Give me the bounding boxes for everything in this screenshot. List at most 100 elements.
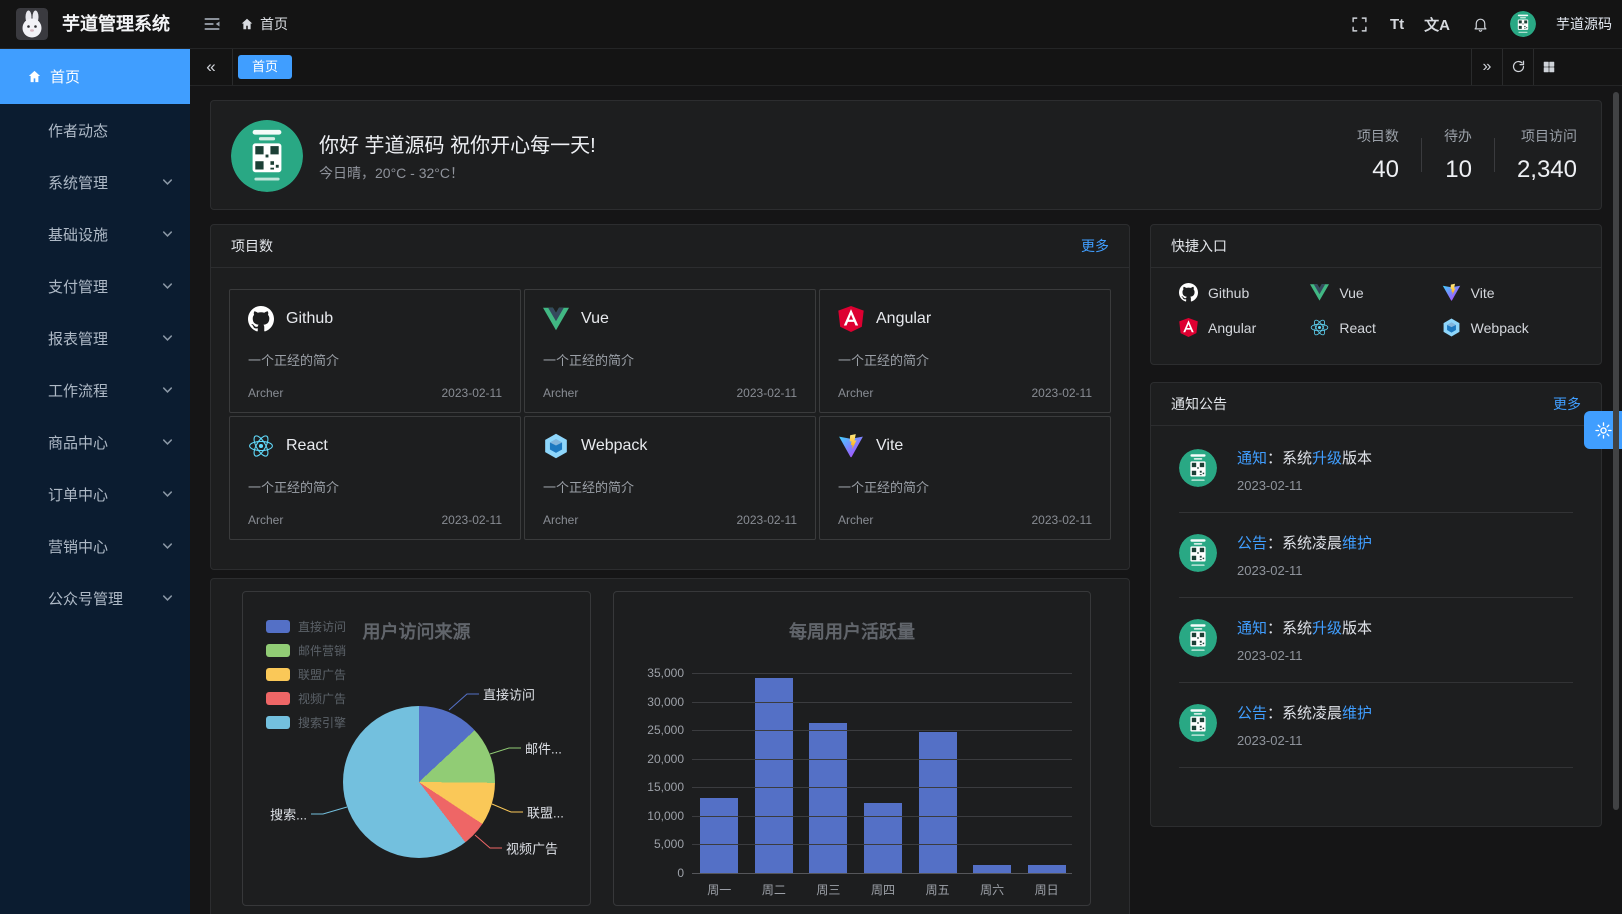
legend-item[interactable]: 联盟广告 bbox=[266, 662, 346, 686]
tabs-scroll-left-button[interactable]: « bbox=[190, 48, 233, 85]
project-tile-head: React bbox=[248, 433, 502, 459]
project-tile-Vite[interactable]: Vite 一个正经的简介 Archer 2023-02-11 bbox=[819, 416, 1111, 540]
stat-label: 待办 bbox=[1443, 128, 1472, 144]
bar[interactable] bbox=[700, 797, 739, 873]
sidebar-item-首页[interactable]: 首页 bbox=[0, 48, 190, 104]
shortcut-Webpack[interactable]: Webpack bbox=[1442, 318, 1573, 337]
project-tile-Webpack[interactable]: Webpack 一个正经的简介 Archer 2023-02-11 bbox=[524, 416, 816, 540]
bar[interactable] bbox=[754, 677, 793, 873]
stat-label: 项目访问 bbox=[1521, 128, 1577, 144]
gridline bbox=[692, 787, 1072, 789]
font-size-icon[interactable]: Tt bbox=[1389, 15, 1405, 33]
project-author: Archer bbox=[543, 386, 579, 400]
weather-text: 今日晴，20°C - 32°C！ bbox=[319, 165, 465, 181]
breadcrumb[interactable]: 首页 bbox=[240, 0, 288, 48]
shortcut-Github[interactable]: Github bbox=[1179, 283, 1310, 302]
pie-chart[interactable] bbox=[343, 706, 495, 858]
notice-title-segment: 维护 bbox=[1342, 535, 1373, 552]
notices-more-link[interactable]: 更多 bbox=[1553, 396, 1581, 412]
react-icon bbox=[1310, 318, 1329, 337]
shortcut-Angular[interactable]: Angular bbox=[1179, 318, 1310, 337]
legend-swatch bbox=[266, 619, 290, 633]
gridline bbox=[692, 701, 1072, 703]
project-tile-Github[interactable]: Github 一个正经的简介 Archer 2023-02-11 bbox=[229, 289, 521, 413]
pie-chart-title: 用户访问来源 bbox=[362, 622, 471, 642]
sidebar-item-营销中心[interactable]: 营销中心 bbox=[0, 520, 190, 572]
sidebar-item-作者动态[interactable]: 作者动态 bbox=[0, 104, 190, 156]
y-axis-tick: 15,000 bbox=[647, 780, 684, 795]
notice-item[interactable]: 公告：系统凌晨维护 2023-02-11 bbox=[1179, 683, 1573, 768]
chevron-down-icon bbox=[161, 436, 174, 449]
top-navbar: 芋道管理系统 首页 Tt 文A bbox=[0, 0, 1622, 49]
stat-2: 项目访问 2,340 bbox=[1495, 126, 1577, 184]
home-icon bbox=[27, 69, 42, 84]
stat-value: 10 bbox=[1445, 156, 1472, 183]
project-tile-Vue[interactable]: Vue 一个正经的简介 Archer 2023-02-11 bbox=[524, 289, 816, 413]
webpack-icon bbox=[1442, 318, 1461, 337]
project-desc: 一个正经的简介 bbox=[838, 353, 930, 368]
sidebar-item-label: 作者动态 bbox=[48, 122, 109, 140]
sidebar-item-支付管理[interactable]: 支付管理 bbox=[0, 260, 190, 312]
notices-card-header: 通知公告 更多 bbox=[1151, 383, 1601, 426]
pie-callout-lines bbox=[311, 693, 523, 849]
gear-icon bbox=[1594, 421, 1613, 440]
bar-chart[interactable] bbox=[692, 673, 1074, 873]
bar[interactable] bbox=[809, 722, 848, 873]
project-tile-React[interactable]: React 一个正经的简介 Archer 2023-02-11 bbox=[229, 416, 521, 540]
notice-item[interactable]: 通知：系统升级版本 2023-02-11 bbox=[1179, 598, 1573, 683]
tab-home[interactable]: 首页 bbox=[238, 55, 293, 79]
shortcut-Vite[interactable]: Vite bbox=[1442, 283, 1573, 302]
chevron-down-icon bbox=[161, 176, 174, 189]
bar[interactable] bbox=[918, 732, 957, 873]
notice-item[interactable]: 通知：系统升级版本 2023-02-11 bbox=[1179, 428, 1573, 513]
tabs-menu-icon[interactable] bbox=[1533, 48, 1564, 85]
project-tile-Angular[interactable]: Angular 一个正经的简介 Archer 2023-02-11 bbox=[819, 289, 1111, 413]
sidebar-item-基础设施[interactable]: 基础设施 bbox=[0, 208, 190, 260]
translate-icon[interactable]: 文A bbox=[1424, 16, 1450, 34]
webpack-icon bbox=[543, 433, 569, 459]
legend-item[interactable]: 直接访问 bbox=[266, 614, 346, 638]
scrollbar-thumb[interactable] bbox=[1613, 92, 1619, 810]
legend-item[interactable]: 搜索引擎 bbox=[266, 710, 346, 734]
sidebar-item-报表管理[interactable]: 报表管理 bbox=[0, 312, 190, 364]
username[interactable]: 芋道源码 bbox=[1556, 16, 1612, 32]
sidebar-item-公众号管理[interactable]: 公众号管理 bbox=[0, 572, 190, 624]
notice-body: 公告：系统凌晨维护 2023-02-11 bbox=[1237, 534, 1372, 578]
shortcut-Vue[interactable]: Vue bbox=[1310, 283, 1441, 302]
notice-item[interactable]: 公告：系统凌晨维护 2023-02-11 bbox=[1179, 513, 1573, 598]
notice-title-segment: 通知 bbox=[1237, 450, 1268, 467]
notices-card-title: 通知公告 bbox=[1171, 396, 1227, 412]
bar[interactable] bbox=[1027, 865, 1066, 873]
legend-swatch bbox=[266, 691, 290, 705]
tabs-scroll-right-button[interactable]: » bbox=[1471, 48, 1502, 85]
legend-swatch bbox=[266, 715, 290, 729]
shortcut-label: React bbox=[1339, 319, 1376, 336]
refresh-icon[interactable] bbox=[1502, 48, 1533, 85]
sidebar-item-label: 支付管理 bbox=[48, 278, 109, 296]
sidebar-item-系统管理[interactable]: 系统管理 bbox=[0, 156, 190, 208]
legend-item[interactable]: 邮件营销 bbox=[266, 638, 346, 662]
y-axis-tick: 5,000 bbox=[653, 837, 684, 852]
project-date: 2023-02-11 bbox=[1031, 513, 1093, 527]
project-desc: 一个正经的简介 bbox=[543, 353, 635, 368]
bell-icon[interactable] bbox=[1470, 14, 1490, 34]
sidebar-item-订单中心[interactable]: 订单中心 bbox=[0, 468, 190, 520]
x-axis-label: 周四 bbox=[870, 883, 895, 897]
fullscreen-icon[interactable] bbox=[1350, 14, 1370, 34]
bar[interactable] bbox=[864, 802, 902, 873]
chevron-down-icon bbox=[161, 488, 174, 501]
project-author: Archer bbox=[838, 513, 874, 527]
notice-title-segment: ：系统凌晨 bbox=[1267, 535, 1343, 552]
sidebar-item-工作流程[interactable]: 工作流程 bbox=[0, 364, 190, 416]
projects-more-link[interactable]: 更多 bbox=[1081, 238, 1109, 254]
sidebar-item-label: 订单中心 bbox=[48, 486, 109, 504]
notice-date: 2023-02-11 bbox=[1237, 563, 1303, 578]
user-avatar[interactable] bbox=[1510, 11, 1536, 37]
notice-title-segment: 维护 bbox=[1342, 705, 1373, 722]
bar[interactable] bbox=[973, 865, 1012, 873]
menu-fold-icon[interactable] bbox=[202, 14, 222, 34]
sidebar-item-商品中心[interactable]: 商品中心 bbox=[0, 416, 190, 468]
shortcut-React[interactable]: React bbox=[1310, 318, 1441, 337]
legend-item[interactable]: 视频广告 bbox=[266, 686, 346, 710]
